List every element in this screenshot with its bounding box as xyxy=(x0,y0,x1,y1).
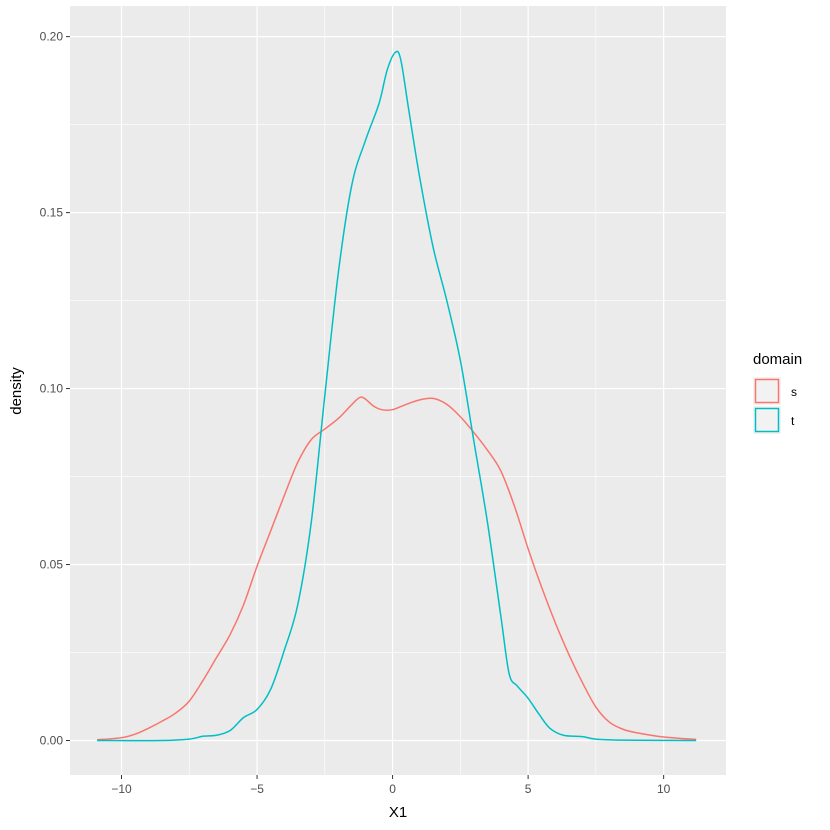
x-tick-label: 10 xyxy=(657,782,671,796)
x-tick-label: 5 xyxy=(525,782,532,796)
legend-key-s xyxy=(753,377,781,405)
legend-key-t xyxy=(753,406,781,434)
y-tick-label: 0.00 xyxy=(40,734,64,748)
y-tick-label: 0.05 xyxy=(40,558,64,572)
legend: domain s t xyxy=(753,351,802,434)
y-tick-label: 0.15 xyxy=(40,206,64,220)
legend-label-s: s xyxy=(791,385,797,399)
legend-label-t: t xyxy=(791,414,795,428)
x-axis: −10 −5 0 5 10 xyxy=(111,775,671,796)
legend-title: domain xyxy=(753,351,802,368)
series-layer xyxy=(97,50,697,742)
x-tick-label: −5 xyxy=(250,782,264,796)
density-line-t xyxy=(97,50,697,742)
y-tick-label: 0.10 xyxy=(40,382,64,396)
panel-background xyxy=(70,6,726,775)
density-line-s xyxy=(97,396,697,741)
legend-swatch-t xyxy=(754,407,780,433)
minor-gridlines xyxy=(70,6,726,775)
y-tick-label: 0.20 xyxy=(40,30,64,44)
legend-swatch-s xyxy=(754,378,780,404)
x-tick-label: −10 xyxy=(111,782,132,796)
y-axis-title: density xyxy=(8,367,25,415)
y-axis: 0.00 0.05 0.10 0.15 0.20 xyxy=(40,30,70,748)
x-tick-label: 0 xyxy=(389,782,396,796)
x-axis-title: X1 xyxy=(389,804,407,821)
